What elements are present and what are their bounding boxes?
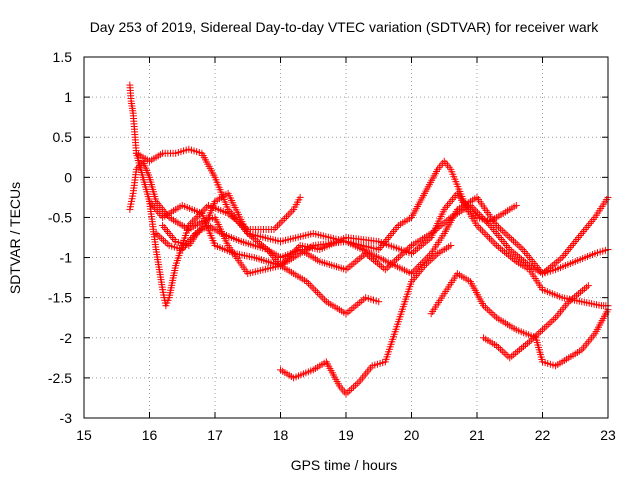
data-point: [278, 260, 286, 268]
data-point: [280, 258, 288, 266]
data-point: [306, 281, 314, 289]
x-tick-label: 20: [404, 427, 420, 443]
data-point: [472, 207, 480, 215]
data-point: [310, 285, 318, 293]
data-point: [470, 205, 478, 213]
x-axis-title: GPS time / hours: [291, 457, 398, 473]
data-point: [274, 222, 282, 230]
y-tick-label: -0.5: [48, 209, 72, 225]
data-point: [409, 268, 417, 276]
data-point: [277, 262, 284, 270]
data-point: [284, 211, 292, 219]
data-point: [317, 292, 325, 300]
data-point: [296, 193, 304, 201]
data-point: [321, 296, 329, 304]
data-point: [312, 287, 320, 295]
data-point: [288, 207, 296, 215]
data-point: [201, 205, 209, 213]
data-point: [484, 232, 492, 240]
data-point: [475, 223, 483, 231]
data-point: [203, 203, 211, 211]
data-point: [304, 279, 312, 287]
data-point: [477, 225, 485, 233]
x-tick-labels: 15 16 17 18 19 20 21 22 23: [76, 427, 616, 443]
y-tick-labels: -3 -2.5 -2 -1.5 -1 -0.5 0 0.5 1 1.5: [48, 49, 72, 426]
data-points: [126, 81, 612, 398]
data-point: [313, 289, 321, 297]
grid-lines: [84, 57, 608, 418]
data-point: [408, 270, 415, 278]
series-track-g: [277, 242, 455, 398]
data-point: [277, 218, 285, 226]
y-tick-label: -2.5: [48, 370, 72, 386]
y-tick-label: -1.5: [48, 290, 72, 306]
y-tick-label: 0.5: [53, 129, 73, 145]
data-point: [473, 221, 481, 229]
axis-ticks: [83, 56, 609, 419]
data-point: [375, 298, 383, 306]
data-point: [475, 211, 483, 219]
x-tick-label: 19: [338, 427, 354, 443]
data-point: [512, 201, 520, 209]
data-point: [270, 225, 278, 233]
data-point: [484, 220, 492, 228]
series-track-c: [132, 145, 520, 270]
data-point: [487, 236, 495, 244]
data-point: [282, 213, 290, 221]
data-point: [482, 231, 490, 239]
data-point: [486, 234, 494, 242]
data-point: [315, 290, 323, 298]
y-tick-label: -2: [60, 330, 73, 346]
data-point: [286, 209, 294, 217]
data-point: [190, 216, 198, 224]
y-tick-label: 1.5: [53, 49, 73, 65]
y-tick-label: 1: [64, 89, 72, 105]
data-point: [281, 215, 289, 223]
x-tick-label: 16: [142, 427, 158, 443]
data-point: [188, 218, 196, 226]
data-point: [489, 238, 497, 246]
data-point: [480, 229, 488, 237]
y-axis-title: SDTVAR / TECUs: [7, 182, 23, 294]
x-tick-label: 17: [207, 427, 223, 443]
data-point: [474, 209, 482, 217]
data-point: [477, 212, 485, 220]
y-tick-label: 0: [64, 169, 72, 185]
data-point: [279, 216, 287, 224]
series-track-f: [159, 189, 612, 278]
x-tick-label: 15: [76, 427, 92, 443]
x-tick-label: 21: [469, 427, 485, 443]
data-point: [272, 224, 280, 232]
data-point: [491, 240, 499, 248]
data-point: [479, 214, 487, 222]
data-point: [483, 218, 491, 226]
data-point: [303, 278, 311, 286]
chart-title: Day 253 of 2019, Sidereal Day-to-day VTE…: [90, 19, 600, 35]
data-point: [584, 282, 592, 290]
data-point: [481, 216, 489, 224]
y-tick-label: -1: [60, 250, 73, 266]
x-tick-label: 18: [273, 427, 289, 443]
data-point: [478, 227, 486, 235]
data-point: [468, 203, 476, 211]
data-point: [447, 242, 455, 250]
data-point: [308, 283, 316, 291]
x-tick-label: 23: [600, 427, 616, 443]
data-point: [411, 266, 419, 274]
x-tick-label: 22: [535, 427, 551, 443]
series-track-i: [480, 282, 592, 362]
series-track-a: [126, 81, 304, 310]
data-point: [319, 294, 327, 302]
data-point: [275, 220, 283, 228]
y-tick-label: -3: [60, 410, 73, 426]
data-point: [192, 214, 200, 222]
series-track-h: [427, 270, 612, 370]
